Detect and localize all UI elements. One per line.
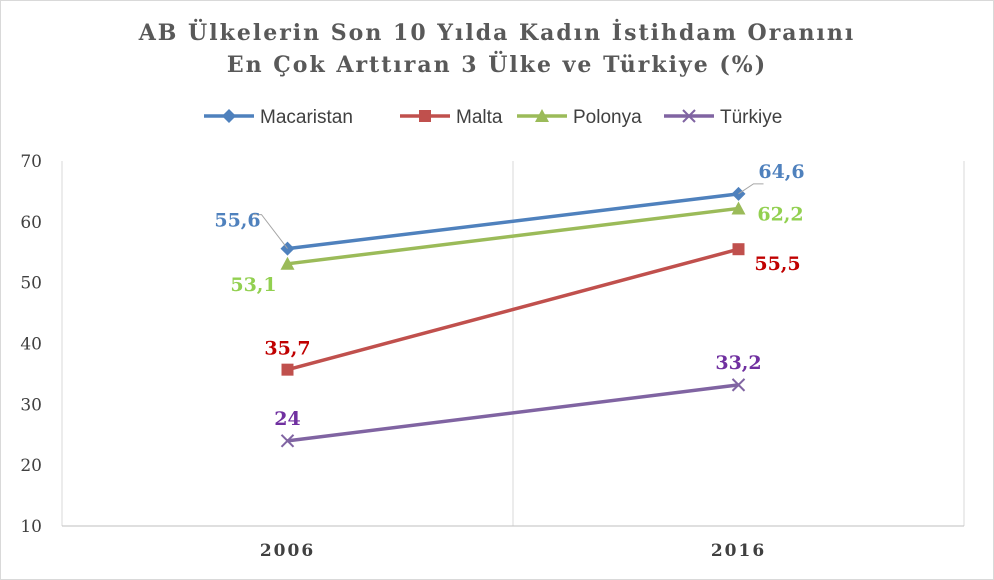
legend-item-t-rkiye: Türkiye [664,107,782,128]
data-point-t-rkiye [280,434,295,448]
x-tick-label: 2006 [260,541,315,561]
data-point-polonya [280,256,295,270]
data-label-t-rkiye: 24 [274,408,300,430]
series-line-malta [287,247,739,372]
y-tick-label: 50 [20,274,42,294]
chart-title-line2: En Çok Arttıran 3 Ülke ve Türkiye (%) [226,52,768,78]
data-point-malta [281,363,294,376]
y-tick-label: 40 [20,335,42,355]
data-point-t-rkiye [731,378,746,392]
y-tick-label: 60 [20,213,42,233]
data-label-polonya: 62,2 [757,203,803,225]
legend-item-macaristan: Macaristan [204,107,353,128]
data-point-malta [732,243,745,256]
y-tick-label: 20 [20,456,42,476]
y-tick-label: 70 [20,152,42,172]
legend-marker [419,110,431,122]
data-label-malta: 35,7 [264,338,310,360]
legend-label: Türkiye [720,107,782,128]
legend-marker [222,109,236,123]
chart-title-line1: AB Ülkelerin Son 10 Yılda Kadın İstihdam… [138,20,856,46]
series-line-macaristan [287,192,739,251]
data-label-malta: 55,5 [754,253,800,275]
y-tick-label: 10 [20,517,42,537]
data-label-polonya: 53,1 [230,274,276,296]
legend-marker [682,109,696,123]
series-line-polonya [287,206,739,266]
data-label-t-rkiye: 33,2 [715,352,761,374]
x-tick-label: 2016 [711,541,766,561]
legend-label: Polonya [573,107,642,128]
legend-item-polonya: Polonya [517,107,642,128]
legend-label: Malta [456,107,503,128]
legend-item-malta: Malta [400,107,503,128]
leader-line [738,183,764,195]
series-line-t-rkiye [287,383,739,443]
leader-line [253,214,288,249]
data-label-macaristan: 55,6 [214,210,260,232]
data-label-macaristan: 64,6 [758,161,804,183]
y-tick-label: 30 [20,395,42,415]
legend-marker [535,109,549,122]
data-point-polonya [731,201,746,215]
legend-label: Macaristan [260,107,353,128]
